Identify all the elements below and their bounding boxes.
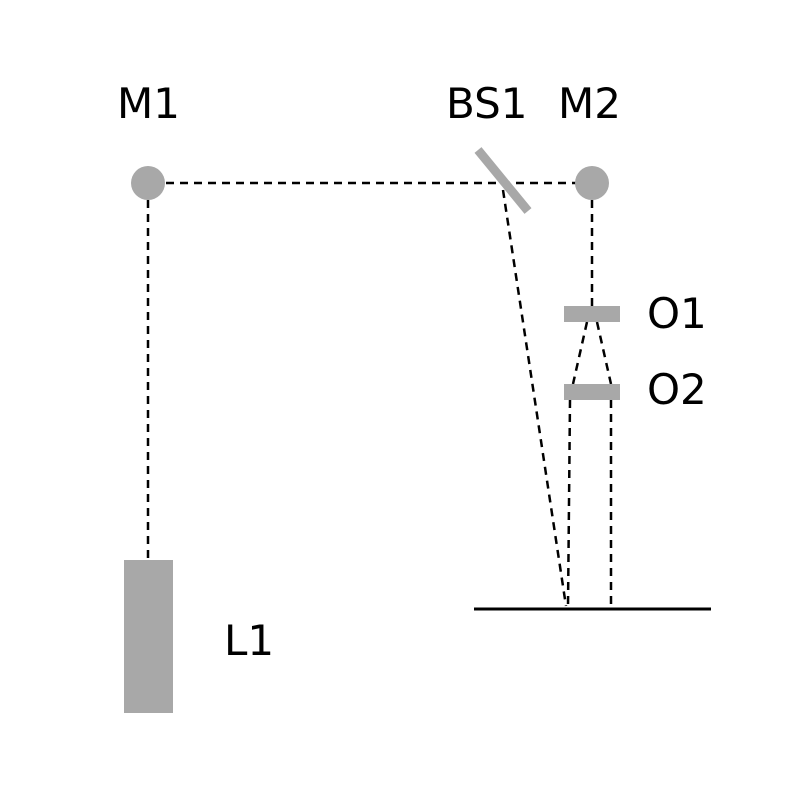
mirror-m1 [131, 166, 165, 200]
label-o2: O2 [647, 365, 707, 414]
mirror-m2 [575, 166, 609, 200]
label-bs1: BS1 [446, 79, 527, 128]
beam-o2-to-sample-left [566, 399, 572, 607]
label-o1: O1 [647, 289, 707, 338]
beam-o1-to-o2-left [571, 321, 589, 385]
beam-paths [146, 181, 613, 607]
label-l1: L1 [224, 616, 274, 665]
laser-l1 [124, 560, 173, 713]
beam-o1-to-o2-right [595, 321, 613, 385]
objective-o2 [564, 384, 620, 400]
label-m1: M1 [117, 79, 180, 128]
objective-o1 [564, 306, 620, 322]
beam-bs1-to-sample [501, 189, 568, 607]
label-m2: M2 [558, 79, 621, 128]
beam-splitter-bs1 [474, 147, 532, 214]
